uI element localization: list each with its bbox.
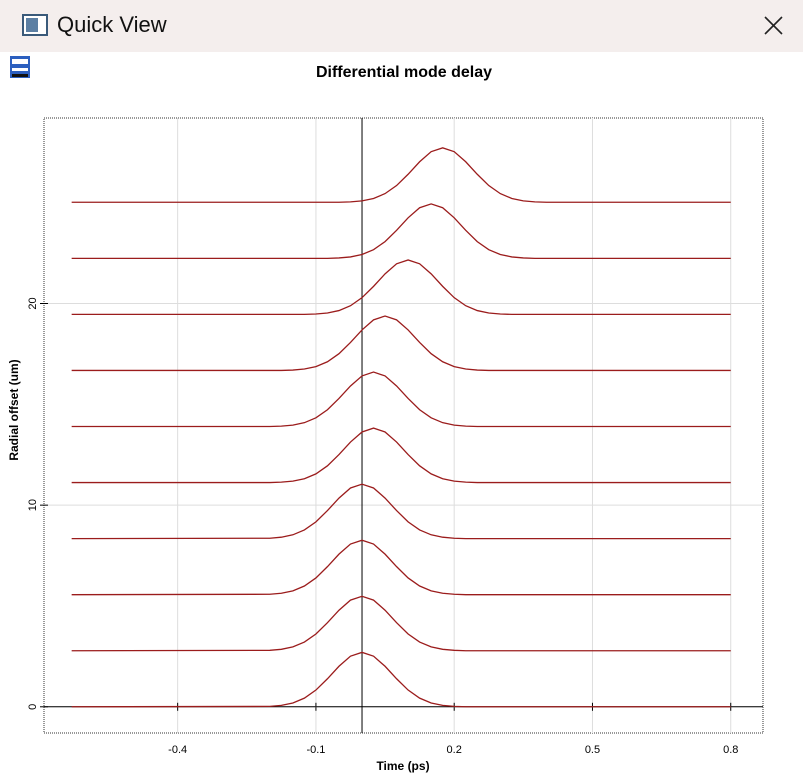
print-icon[interactable] [10,56,30,78]
title-bar [0,0,803,52]
x-tick-label: -0.4 [168,744,187,756]
x-tick-label: 0.2 [447,744,462,756]
series-line [71,259,731,316]
series-line [71,203,731,259]
y-tick-label: 0 [27,704,39,710]
window-title: Quick View [57,12,167,37]
y-tick-label: 10 [27,499,39,511]
window-icon [22,14,48,36]
plot-frame [43,117,764,734]
series-line [71,483,731,540]
x-tick-label: 0.5 [585,744,600,756]
y-tick-label: 20 [27,297,39,309]
close-button[interactable] [764,16,783,35]
series-line [71,315,731,372]
series-line [71,427,731,484]
x-axis-label: Time (ps) [376,759,429,773]
series-line [71,651,731,708]
x-tick-label: -0.1 [306,744,325,756]
series-line [71,147,731,203]
series-line [71,539,731,596]
y-axis-label: Radial offset (um) [7,359,21,460]
chart-title: Differential mode delay [316,64,492,81]
x-tick-label: 0.8 [723,744,738,756]
series-line [71,371,731,428]
series-line [71,595,731,652]
